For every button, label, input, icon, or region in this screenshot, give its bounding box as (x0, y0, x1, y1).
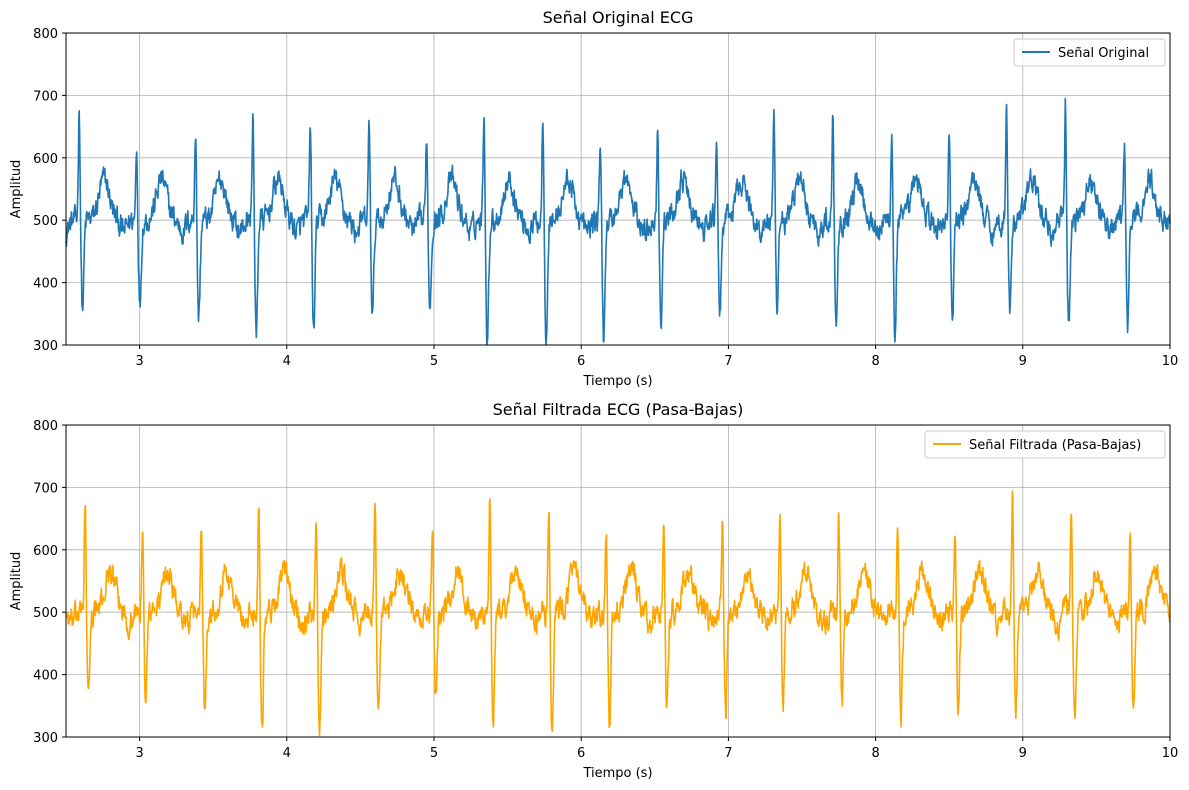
bottom-y-tick-label: 300 (33, 731, 58, 746)
top-axes-frame (65, 32, 1171, 346)
top-x-tick-label: 10 (1162, 354, 1179, 369)
top-y-tick-label: 800 (33, 27, 58, 42)
top-chart-title: Señal Original ECG (543, 8, 694, 27)
bottom-y-tick-label: 500 (33, 606, 58, 621)
top-x-tick-label: 4 (283, 354, 291, 369)
top-y-axis-label: Amplitud (9, 160, 24, 219)
bottom-chart-title: Señal Filtrada ECG (Pasa-Bajas) (493, 400, 744, 419)
top-x-tick-label: 8 (871, 354, 879, 369)
top-x-tick-label: 5 (430, 354, 438, 369)
bottom-x-tick-label: 8 (871, 746, 879, 761)
bottom-axes-frame (65, 424, 1171, 738)
bottom-y-tick-label: 400 (33, 669, 58, 684)
top-legend-box (1013, 38, 1166, 67)
bottom-legend: Señal Filtrada (Pasa-Bajas) (924, 430, 1166, 459)
bottom-y-ticks: 300 400 500 600 700 800 (33, 419, 66, 746)
bottom-x-axis-label: Tiempo (s) (582, 766, 652, 781)
bottom-legend-label: Señal Filtrada (Pasa-Bajas) (969, 438, 1141, 453)
bottom-x-tick-label: 9 (1019, 746, 1027, 761)
bottom-x-tick-label: 7 (724, 746, 732, 761)
bottom-signal-line (65, 490, 1171, 737)
bottom-legend-box (924, 430, 1166, 459)
bottom-x-tick-label: 4 (283, 746, 291, 761)
bottom-x-tick-label: 3 (135, 746, 143, 761)
bottom-y-axis-label: Amplitud (9, 552, 24, 611)
top-y-tick-label: 700 (33, 89, 58, 104)
bottom-signal-series (65, 490, 1171, 737)
bottom-y-tick-label: 700 (33, 481, 58, 496)
bottom-panel: Señal Filtrada ECG (Pasa-Bajas) 3 4 5 6 7 8 9 1… (9, 400, 1178, 781)
top-x-tick-label: 3 (135, 354, 143, 369)
top-y-tick-label: 300 (33, 339, 58, 354)
top-x-axis-label: Tiempo (s) (582, 374, 652, 389)
top-legend: Señal Original (1013, 38, 1166, 67)
bottom-y-tick-label: 600 (33, 544, 58, 559)
bottom-y-tick-label: 800 (33, 419, 58, 434)
bottom-x-tick-label: 10 (1162, 746, 1179, 761)
top-y-tick-label: 400 (33, 277, 58, 292)
bottom-x-tick-label: 6 (577, 746, 585, 761)
top-signal-line (65, 97, 1171, 346)
bottom-x-tick-label: 5 (430, 746, 438, 761)
top-x-tick-label: 7 (724, 354, 732, 369)
top-x-tick-label: 9 (1019, 354, 1027, 369)
top-panel: Señal Original ECG 3 4 5 6 7 8 9 10 300 400 500 60… (9, 8, 1178, 389)
top-legend-label: Señal Original (1058, 46, 1149, 61)
top-y-tick-label: 500 (33, 214, 58, 229)
top-x-tick-label: 6 (577, 354, 585, 369)
bottom-x-ticks: 3 4 5 6 7 8 9 10 (135, 737, 1178, 761)
top-x-ticks: 3 4 5 6 7 8 9 10 (135, 345, 1178, 369)
top-y-ticks: 300 400 500 600 700 800 (33, 27, 66, 354)
top-signal-series (65, 97, 1171, 346)
top-y-tick-label: 600 (33, 152, 58, 167)
